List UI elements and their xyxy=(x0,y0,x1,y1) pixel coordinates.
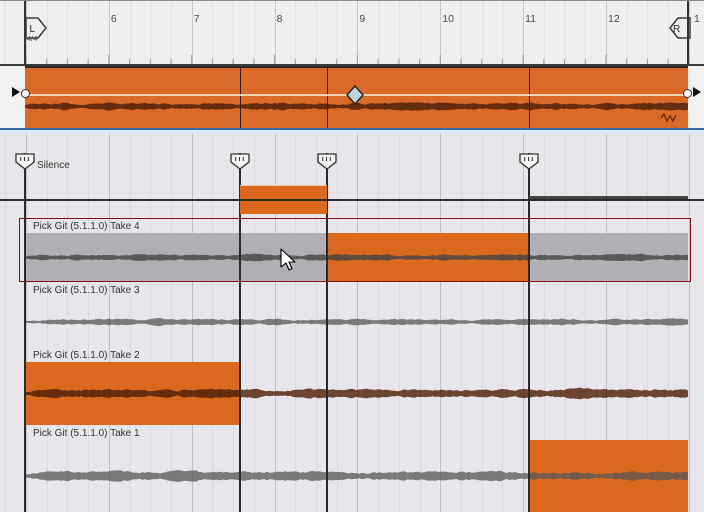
svg-text:R: R xyxy=(673,24,680,35)
